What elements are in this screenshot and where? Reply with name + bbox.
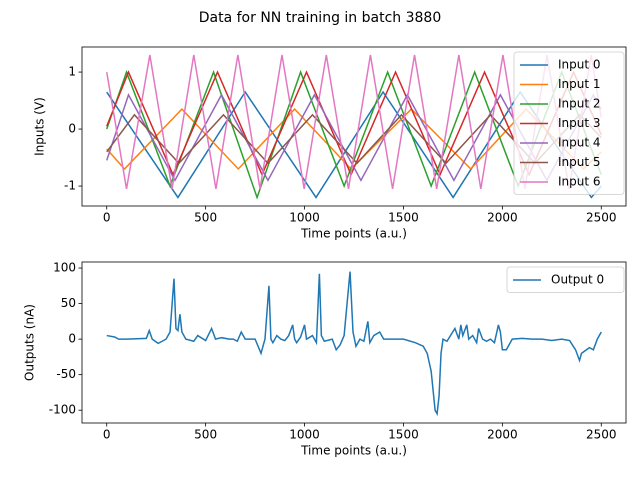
legend-label: Input 6 (558, 175, 601, 189)
x-tick-label: 0 (103, 211, 111, 225)
x-axis-label: Time points (a.u.) (300, 444, 407, 458)
legend-label: Input 4 (558, 136, 601, 150)
x-tick-label: 1500 (388, 211, 419, 225)
legend-label: Output 0 (551, 273, 604, 287)
axes-frame (81, 261, 627, 424)
x-tick-label: 2500 (586, 211, 617, 225)
x-tick-label: 1000 (289, 211, 320, 225)
x-tick-label: 0 (103, 428, 111, 442)
legend-box (506, 266, 625, 293)
y-tick-label: -50 (56, 367, 76, 381)
x-tick-label: 1500 (388, 428, 419, 442)
x-tick-label: 500 (194, 428, 217, 442)
legend-label: Input 1 (558, 77, 601, 91)
y-tick-label: 0 (68, 122, 76, 136)
x-tick-label: 500 (194, 211, 217, 225)
legend-label: Input 0 (558, 58, 601, 72)
x-axis-label: Time points (a.u.) (300, 227, 407, 241)
x-tick-label: 2000 (487, 428, 518, 442)
y-tick-label: 100 (53, 261, 76, 275)
y-axis-label: Inputs (V) (33, 97, 47, 156)
y-tick-label: 0 (68, 332, 76, 346)
y-tick-label: 1 (68, 65, 76, 79)
x-tick-label: 2000 (487, 211, 518, 225)
figure-title: Data for NN training in batch 3880 (199, 10, 441, 26)
legend-label: Input 3 (558, 116, 601, 130)
y-tick-label: -100 (49, 403, 76, 417)
y-axis-label: Outputs (nA) (23, 304, 37, 381)
legend-label: Input 5 (558, 155, 601, 169)
x-tick-label: 2500 (586, 428, 617, 442)
legend-label: Input 2 (558, 97, 601, 111)
x-tick-label: 1000 (289, 428, 320, 442)
axes-frame (81, 46, 627, 207)
legend-box (513, 51, 625, 195)
y-tick-label: -1 (64, 179, 76, 193)
series-line (106, 271, 602, 417)
y-tick-label: 50 (61, 296, 76, 310)
